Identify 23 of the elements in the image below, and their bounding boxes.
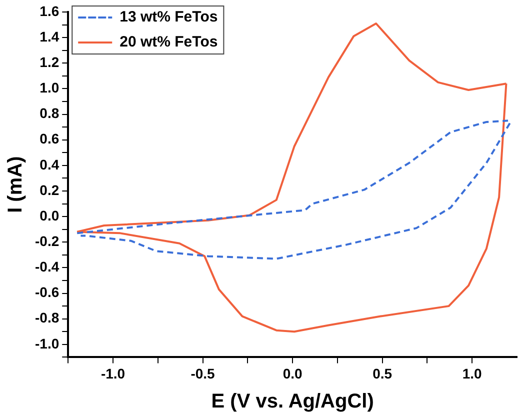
y-tick-label: 0.6 [40, 130, 60, 147]
x-tick-label: 0.5 [372, 365, 392, 382]
x-tick-label: 0.0 [282, 365, 303, 382]
y-tick-label: 1.6 [40, 2, 60, 19]
legend-label: 13 wt% FeTos [120, 8, 218, 26]
x-tick-label: -1.0 [100, 365, 126, 382]
y-tick-label: -0.4 [35, 258, 60, 275]
y-tick-label: 0.8 [40, 105, 60, 122]
y-axis-title: I (mA) [4, 156, 27, 213]
y-tick-label: -0.6 [35, 284, 60, 300]
y-tick-label: -0.2 [35, 232, 60, 249]
y-tick-label: 1.2 [40, 54, 60, 70]
y-tick-label: -0.8 [35, 310, 60, 326]
x-tick-label: 1.0 [462, 365, 482, 382]
y-tick-label: 1.4 [40, 28, 60, 44]
x-axis-title: E (V vs. Ag/AgCl) [211, 390, 374, 413]
y-tick-label: 1.0 [40, 80, 60, 96]
y-tick-label: 0.2 [40, 182, 60, 198]
legend-label: 20 wt% FeTos [120, 34, 218, 51]
y-tick-label: 0.0 [40, 207, 60, 224]
y-tick-label: 0.4 [40, 156, 60, 172]
y-tick-label: -1.0 [35, 335, 60, 352]
x-tick-label: -0.5 [190, 365, 216, 382]
